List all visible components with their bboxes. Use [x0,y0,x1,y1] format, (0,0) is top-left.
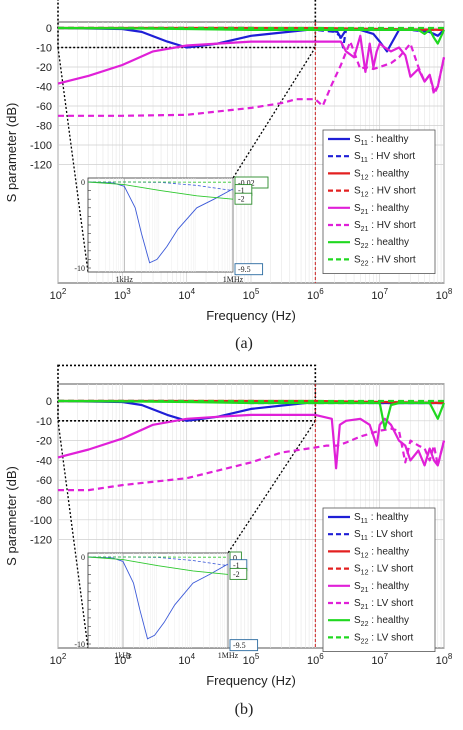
y-tick-label: -60 [36,475,52,487]
x-tick-label: 106 [307,652,324,667]
series-line-6 [57,399,446,430]
y-tick-label: -10 [36,43,52,55]
inset-callout-box [234,263,264,276]
y-tick-label: 0 [46,23,52,35]
legend-entry-label: S11 : healthy [354,134,409,147]
inset-curve-s22 [87,556,229,575]
chart-panel-b: 102 103 104 105 106 107 1080-10-20-40-60-80-10… [4,364,453,718]
inset-x-tick-label: 1kHz [116,275,134,284]
x-tick-label: 105 [243,652,260,667]
inset-y-tick-label: 0 [81,553,85,562]
inset-callout-label: -1 [233,561,240,570]
inset-x-tick-label: 1MHz [218,651,239,660]
legend-entry-label: S21 : healthy [354,581,409,594]
x-tick-label: 108 [436,652,453,667]
inset-y-tick-label: -10 [74,640,85,649]
y-tick-label: -80 [36,495,52,507]
x-tick-label: 107 [371,652,388,667]
legend-entry-label: S11 : LV short [354,529,413,542]
x-tick-label: 104 [178,652,195,667]
x-tick-label: 102 [50,652,67,667]
inset-curve-s22 [87,181,234,200]
inset-curve-s11 [87,181,234,264]
zoom-connector-line [232,47,316,179]
legend-box [322,129,436,275]
x-tick-label: 104 [178,287,195,302]
x-tick-label: 103 [114,652,131,667]
y-tick-label: -10 [36,416,52,428]
inset-callout-label: -9.5 [238,265,251,274]
inset-x-tick-label: 1MHz [223,275,244,284]
series-line-6 [57,26,446,45]
inset-callout-label: -2 [233,570,240,579]
legend-entry-label: S22 : LV short [354,632,414,645]
x-tick-label: 107 [371,287,388,302]
inset-callout-label: -0.02 [238,179,255,188]
inset-curve-s11-short [88,556,229,567]
inset-x-tick-label: 1kHz [114,651,132,660]
inset-frame [87,552,229,649]
inset-callout-label: -1 [238,186,245,195]
x-tick-label: 106 [307,287,324,302]
y-axis-label: S parameter (dB) [4,103,19,203]
legend-entry-label: S21 : LV short [354,598,414,611]
inset-zoom-plot: 0 -10 1kHz 1MHz -0.02-1-2 -9.5 [74,176,269,284]
x-axis-label: Frequency (Hz) [206,673,296,688]
inset-frame [87,177,234,273]
y-tick-label: -80 [36,121,52,133]
y-tick-label: -100 [30,140,52,152]
x-tick-label: 105 [243,287,260,302]
series-line-5 [58,40,446,117]
zoom-connector-line [57,47,89,273]
y-tick-label: -120 [30,535,52,547]
y-tick-label: 0 [46,396,52,408]
legend-entry-label: S22 : HV short [354,254,416,267]
figure-caption: (a) [235,335,253,352]
y-tick-label: -20 [36,62,52,74]
legend-entry-label: S11 : HV short [354,151,415,164]
figure-caption: (b) [235,701,254,718]
y-tick-label: -120 [30,160,52,172]
x-tick-label: 108 [436,287,453,302]
legend-entry-label: S21 : healthy [354,203,409,216]
inset-callout-label: 0 [233,554,237,563]
legend-entry-label: S12 : LV short [354,564,414,577]
legend-entry-label: S11 : healthy [354,512,409,525]
x-tick-label: 103 [114,287,131,302]
inset-y-tick-label: 0 [81,178,85,187]
y-tick-label: -40 [36,455,52,467]
zoom-connector-line [227,420,316,554]
legend-entry-label: S12 : healthy [354,546,409,559]
inset-callout-box [229,639,259,652]
legend-entry-label: S22 : healthy [354,237,409,250]
series-line-5 [58,427,446,492]
y-tick-label: -20 [36,436,52,448]
inset-callout-label: -9.5 [233,641,246,650]
y-tick-label: -60 [36,101,52,113]
series-line-4 [57,413,446,470]
y-tick-label: -40 [36,82,52,94]
x-axis-label: Frequency (Hz) [206,308,296,323]
legend-entry-label: S22 : healthy [354,615,409,628]
legend-entry-label: S12 : healthy [354,168,409,181]
legend-entry-label: S12 : HV short [354,186,416,199]
inset-callout-box [229,567,248,580]
inset-callout-box [234,192,253,205]
inset-callout-label: -2 [238,195,245,204]
x-tick-label: 102 [50,287,67,302]
y-tick-label: -100 [30,515,52,527]
chart-panel-a: 102 103 104 105 106 107 1080-10-20-40-60-80-10… [4,0,453,352]
legend-entry-label: S21 : HV short [354,220,416,233]
y-axis-label: S parameter (dB) [4,466,19,566]
legend-box [322,507,436,653]
inset-y-tick-label: -10 [74,264,85,273]
inset-curve-s11 [87,556,229,640]
